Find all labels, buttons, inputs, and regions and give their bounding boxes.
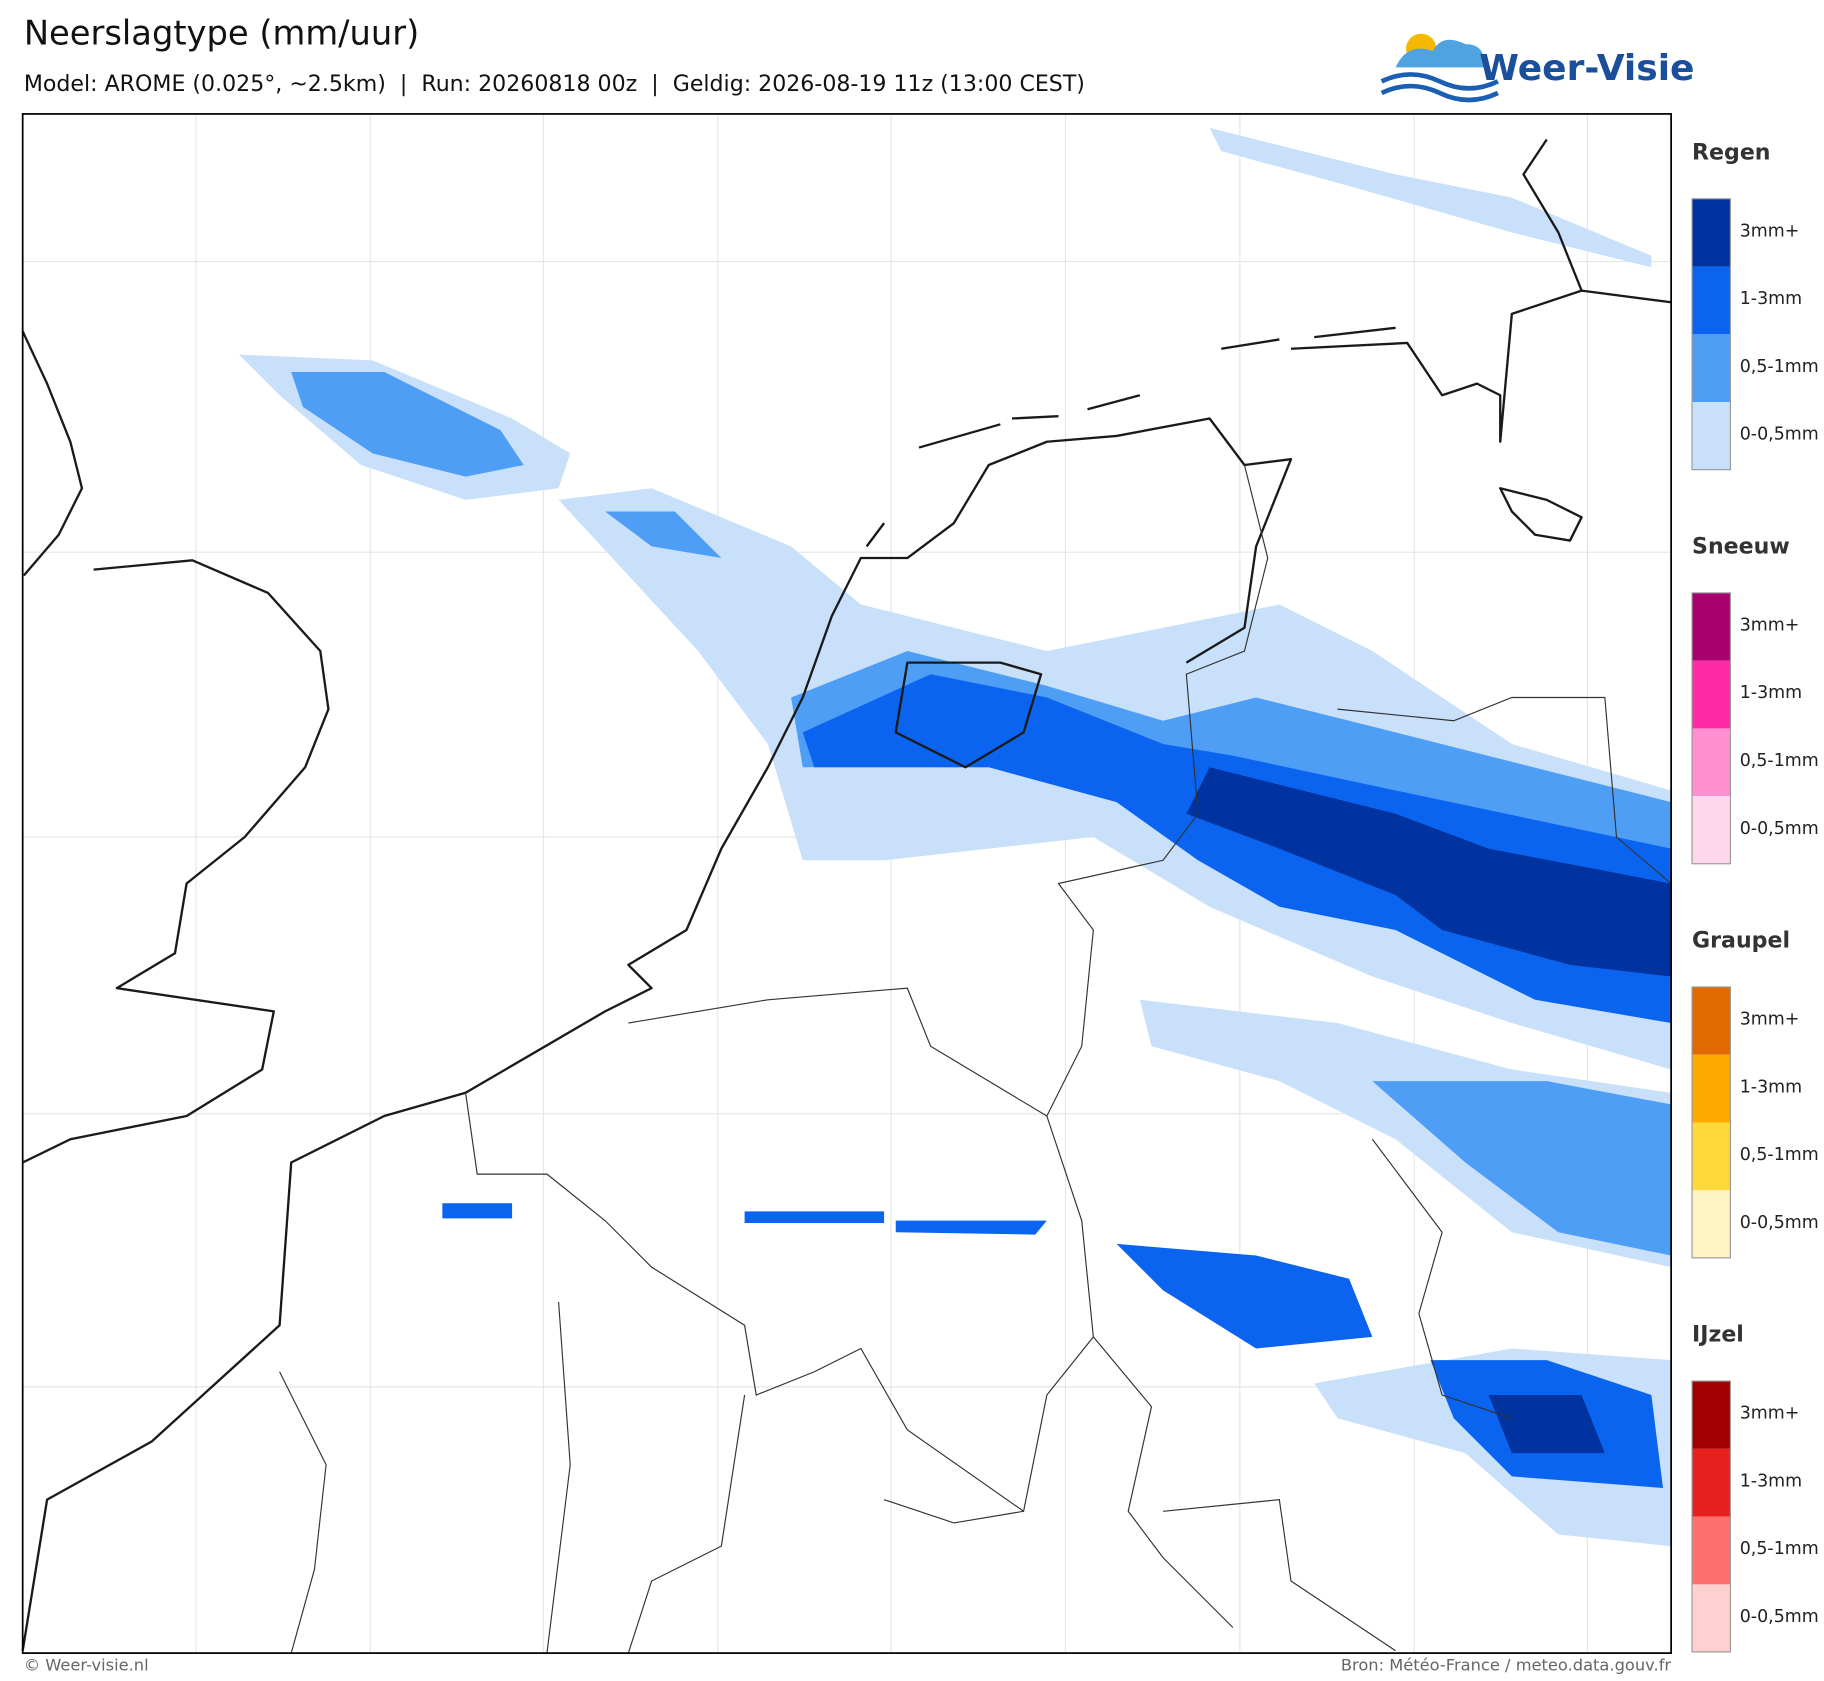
legend-label: 0-0,5mm [1740, 819, 1819, 839]
legend-label: 0,5-1mm [1740, 1539, 1819, 1559]
legend-swatch [1692, 1584, 1731, 1653]
legend-swatch [1692, 796, 1731, 864]
legend-swatch [1692, 986, 1731, 1055]
legend-swatch [1692, 1381, 1731, 1449]
legend-label: 1-3mm [1740, 1471, 1802, 1491]
legend-swatch [1692, 1190, 1731, 1259]
legend-swatch [1692, 1122, 1731, 1191]
legend-swatch [1692, 1054, 1731, 1123]
borders [279, 464, 1672, 1654]
footer-left: © Weer-visie.nl [24, 1655, 149, 1674]
legend-label: 0-0,5mm [1740, 1607, 1819, 1627]
legend-swatch [1692, 266, 1731, 335]
legend-title: Graupel [1692, 929, 1790, 954]
legend-frame [1691, 1380, 1731, 1653]
legend-label: 1-3mm [1740, 289, 1802, 309]
title: Neerslagtype (mm/uur) [24, 13, 419, 52]
coastlines [21, 138, 1672, 1651]
legend-swatch [1692, 592, 1731, 661]
legend-swatch [1692, 660, 1731, 729]
legend-label: 3mm+ [1740, 1404, 1800, 1424]
legend: Regen 3mm+ 1-3mm 0,5-1mm 0-0,5mm Sneeuw 3mm+ 1-… [1691, 140, 1819, 1653]
legend-title: Regen [1692, 140, 1770, 165]
legend-swatch [1692, 1516, 1731, 1585]
legend-swatch [1692, 1448, 1731, 1517]
legend-swatch [1692, 728, 1731, 797]
legend-title: Sneeuw [1692, 535, 1790, 560]
legend-frame [1691, 198, 1731, 471]
legend-title: IJzel [1692, 1323, 1744, 1348]
legend-label: 0,5-1mm [1740, 357, 1819, 377]
legend-label: 0,5-1mm [1740, 751, 1819, 771]
footer-right: Bron: Météo-France / meteo.data.gouv.fr [1341, 1655, 1672, 1674]
legend-label: 1-3mm [1740, 1077, 1802, 1097]
legend-frame [1691, 592, 1731, 865]
subtitle: Model: AROME (0.025°, ~2.5km) | Run: 202… [24, 72, 1085, 97]
legend-label: 0-0,5mm [1740, 1213, 1819, 1233]
legend-frame [1691, 986, 1731, 1259]
legend-label: 3mm+ [1740, 1010, 1800, 1030]
legend-swatch [1692, 334, 1731, 403]
map [21, 113, 1672, 1654]
legend-swatch [1692, 198, 1731, 267]
logo: Weer-Visie [1380, 33, 1694, 103]
legend-label: 1-3mm [1740, 683, 1802, 703]
legend-label: 0,5-1mm [1740, 1145, 1819, 1165]
logo-text: Weer-Visie [1479, 48, 1694, 89]
precipitation [238, 127, 1672, 1547]
legend-swatch [1692, 402, 1731, 470]
legend-label: 3mm+ [1740, 221, 1800, 241]
legend-label: 0-0,5mm [1740, 425, 1819, 445]
legend-label: 3mm+ [1740, 615, 1800, 635]
